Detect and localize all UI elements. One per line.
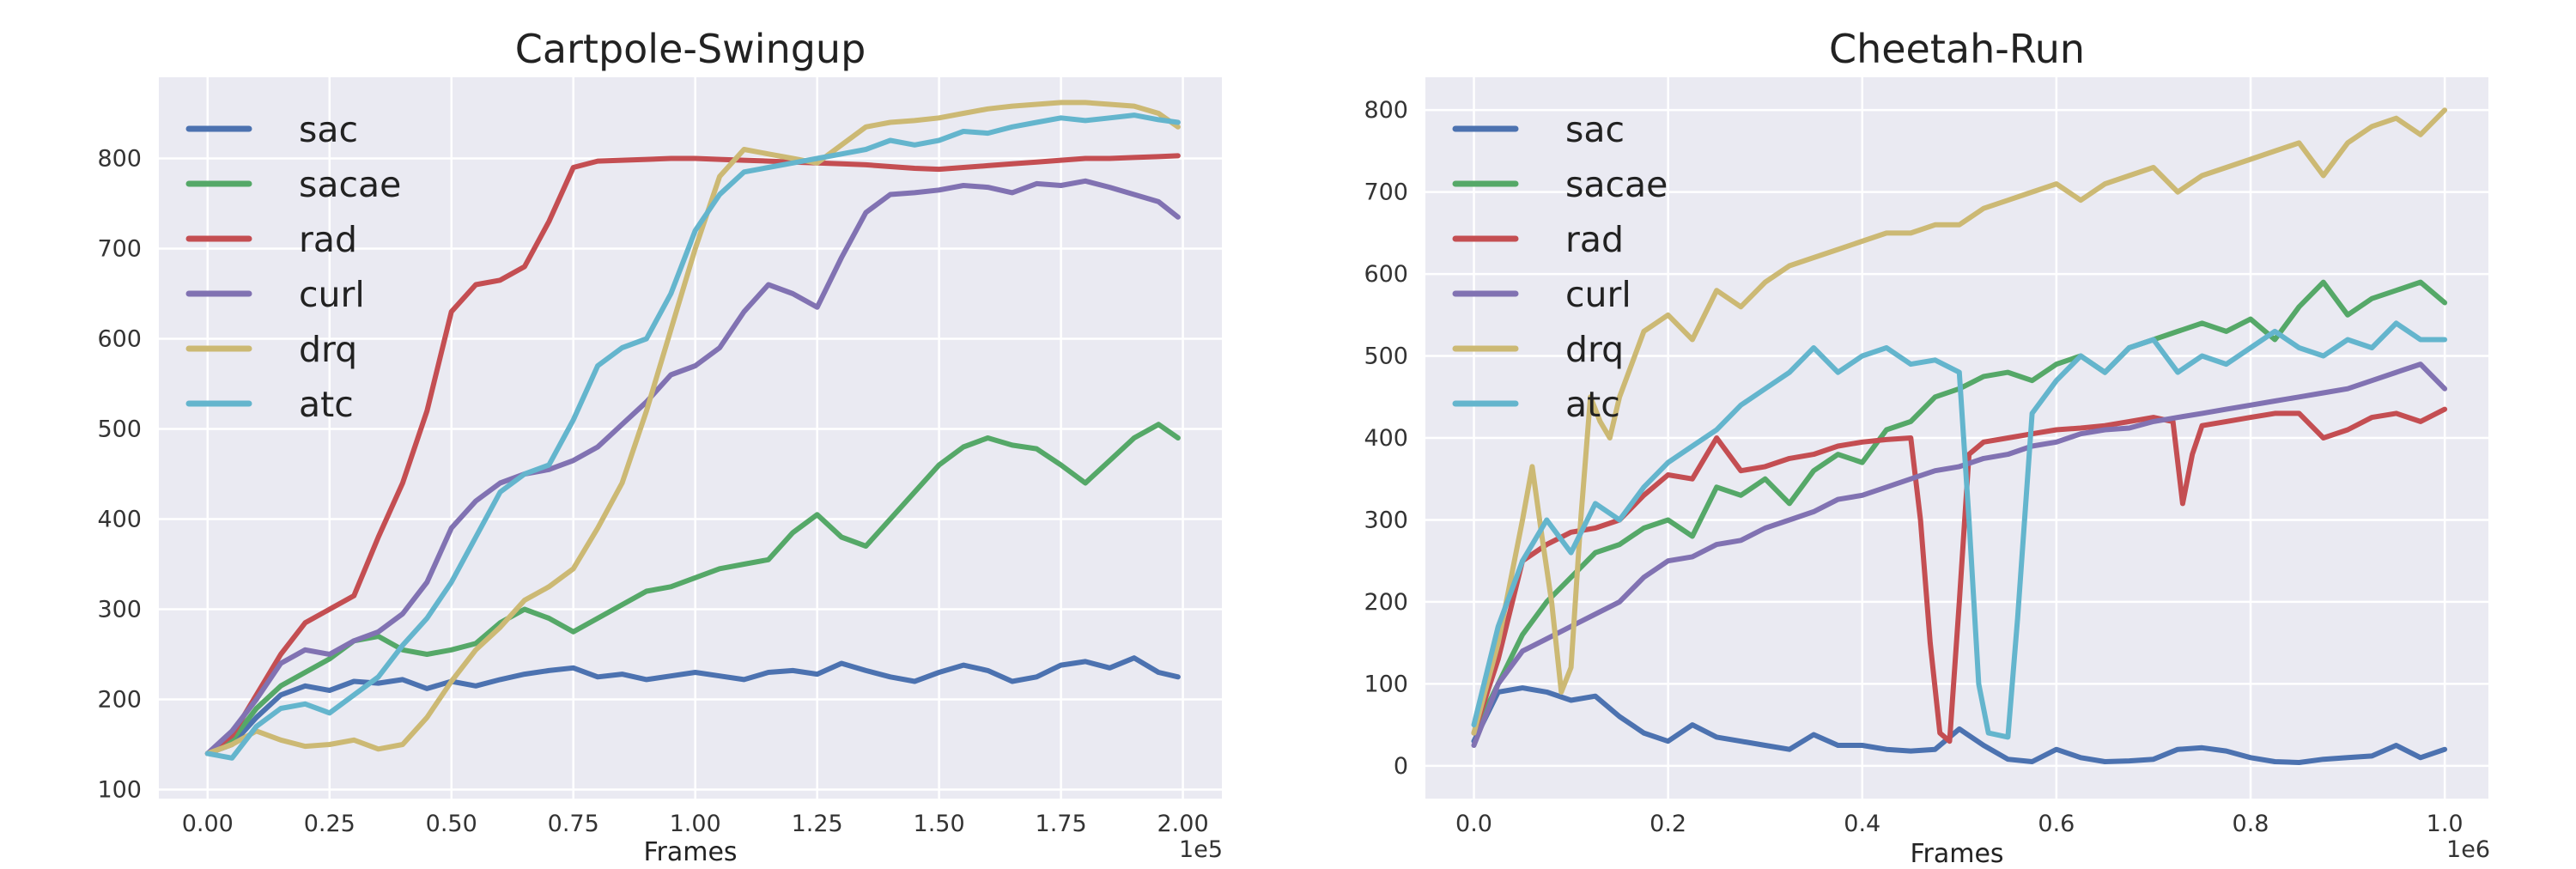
x-tick-label: 1.00 — [670, 811, 721, 837]
series-line-curl — [1471, 362, 2448, 748]
series-line-sac — [1471, 685, 2448, 765]
x-tick-label: 0.25 — [304, 811, 355, 837]
legend-label-rad: rad — [299, 219, 357, 260]
grid — [159, 77, 1222, 799]
series-line-curl — [204, 178, 1181, 757]
y-tick-label: 100 — [97, 777, 142, 804]
legend-label-drq: drq — [1565, 329, 1624, 370]
legend-label-sac: sac — [299, 109, 358, 150]
series-line-sacae — [204, 422, 1181, 757]
y-tick-label: 200 — [97, 687, 142, 714]
x-tick-label: 0.4 — [1844, 811, 1880, 837]
x-tick-label: 0.50 — [426, 811, 477, 837]
y-tick-label: 700 — [97, 236, 142, 263]
x-axis-label: Frames — [643, 837, 737, 867]
chart-title: Cartpole-Swingup — [515, 26, 866, 72]
y-tick-label: 800 — [1364, 97, 1408, 124]
x-tick-label: 1.75 — [1036, 811, 1087, 837]
y-tick-label: 500 — [97, 416, 142, 443]
chart-cartpole-swingup: Cartpole-Swingup Frames 1e5 0.00 0.25 0.50… — [97, 26, 1223, 867]
y-tick-label: 800 — [97, 146, 142, 173]
series-line-atc — [1471, 320, 2448, 740]
series-line-rad — [1471, 406, 2448, 744]
grid — [1425, 77, 2488, 799]
legend-label-curl: curl — [1565, 274, 1631, 315]
chart-cheetah-run: Cheetah-Run Frames 1e6 0.0 0.2 0.4 0.6 0.8 1.… — [1364, 26, 2490, 869]
x-tick-label: 1.50 — [914, 811, 965, 837]
x-tick-label: 1.0 — [2427, 811, 2464, 837]
x-tick-label: 0.00 — [182, 811, 234, 837]
y-tick-label: 700 — [1364, 179, 1408, 206]
x-tick-label: 0.2 — [1649, 811, 1686, 837]
legend-label-atc: atc — [299, 384, 354, 425]
x-axis-scale-label: 1e5 — [1179, 836, 1223, 863]
series-line-atc — [204, 112, 1181, 761]
y-tick-label: 300 — [97, 597, 142, 623]
x-tick-label: 0.75 — [548, 811, 599, 837]
series-line-drq — [1471, 107, 2448, 736]
legend-label-sacae: sacae — [299, 164, 401, 205]
legend: sac sacae rad curl drq atc — [1452, 109, 1668, 425]
legend-label-atc: atc — [1565, 384, 1620, 425]
legend-label-sac: sac — [1565, 109, 1625, 150]
legend-label-curl: curl — [299, 274, 365, 315]
x-tick-label: 0.6 — [2038, 811, 2075, 837]
plot-area — [159, 77, 1222, 799]
x-axis-scale-label: 1e6 — [2446, 836, 2490, 863]
legend: sac sacae rad curl drq atc — [185, 109, 401, 425]
y-tick-label: 400 — [97, 507, 142, 533]
chart-title: Cheetah-Run — [1829, 26, 2085, 72]
x-tick-label: 1.25 — [792, 811, 843, 837]
legend-label-sacae: sacae — [1565, 164, 1668, 205]
legend-label-rad: rad — [1565, 219, 1624, 260]
y-tick-label: 400 — [1364, 425, 1408, 452]
y-tick-label: 600 — [97, 326, 142, 353]
y-tick-label: 500 — [1364, 343, 1408, 370]
y-tick-label: 100 — [1364, 671, 1408, 697]
x-axis-label: Frames — [1910, 839, 2003, 869]
y-tick-label: 200 — [1364, 589, 1408, 616]
y-tick-label: 0 — [1394, 753, 1408, 780]
series-line-drq — [204, 100, 1181, 757]
x-tick-label: 0.8 — [2233, 811, 2269, 837]
series-line-rad — [204, 153, 1181, 757]
x-tick-label: 2.00 — [1157, 811, 1209, 837]
y-tick-label: 600 — [1364, 261, 1408, 288]
x-tick-label: 0.0 — [1455, 811, 1492, 837]
y-tick-label: 300 — [1364, 507, 1408, 533]
legend-label-drq: drq — [299, 329, 357, 370]
